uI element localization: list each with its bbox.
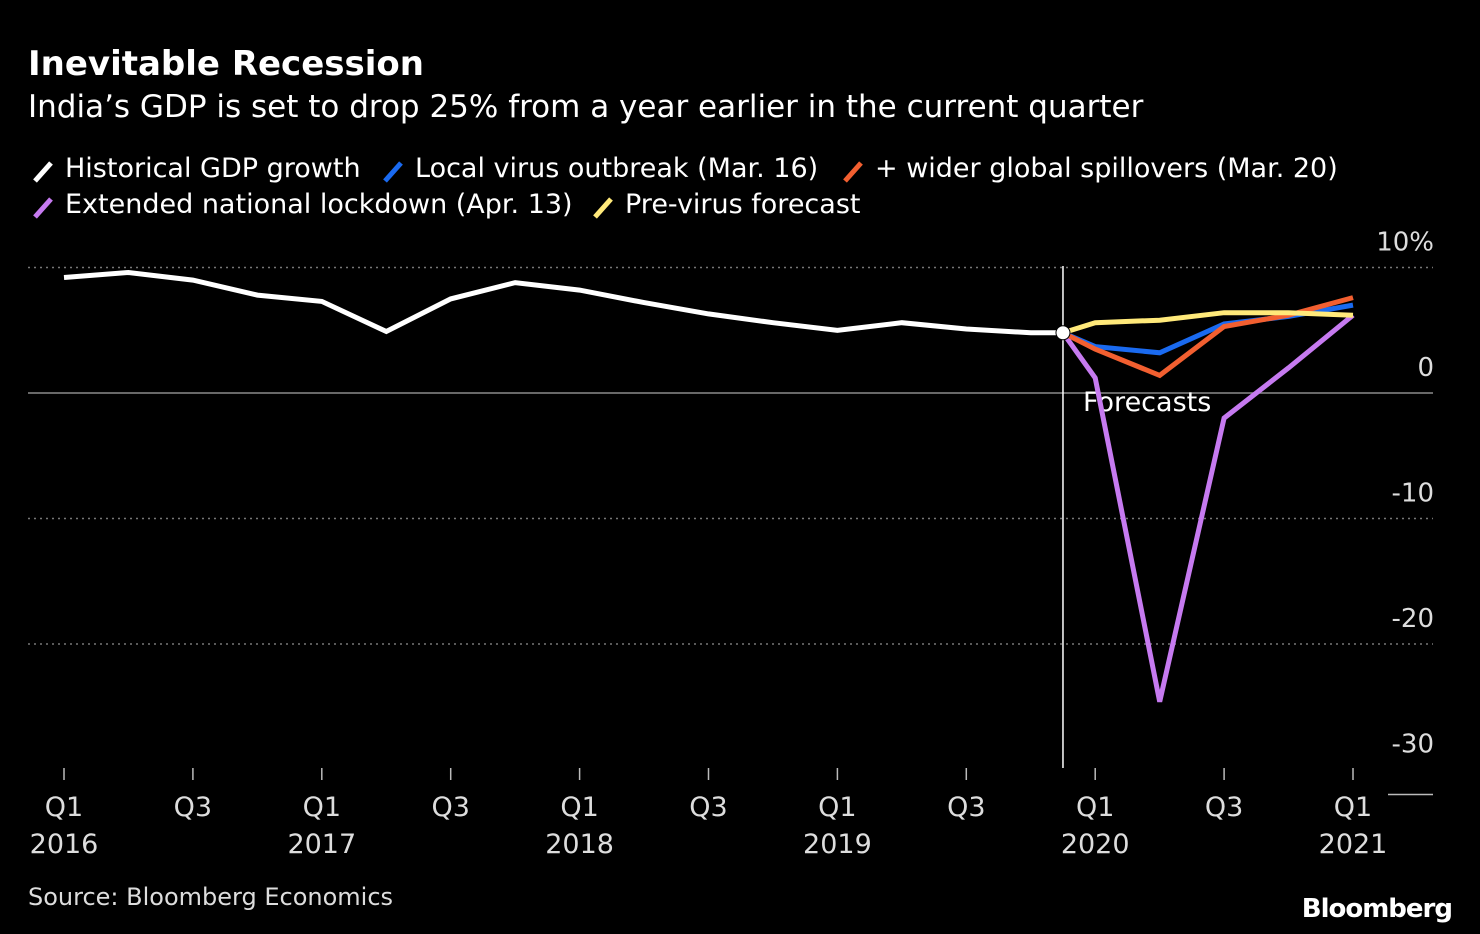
x-tick-label: Q3 xyxy=(947,792,985,823)
legend-swatch-2 xyxy=(843,161,863,183)
x-tick-year: 2020 xyxy=(1061,829,1130,860)
gridlines xyxy=(28,266,1433,796)
forecast-start-point xyxy=(1055,325,1071,341)
y-tick-label: 0 xyxy=(1417,353,1434,383)
source-note: Source: Bloomberg Economics xyxy=(28,883,393,911)
x-tick-label: Q3 xyxy=(431,792,469,823)
legend-swatch-4 xyxy=(593,197,613,219)
x-tick-label: Q1 xyxy=(303,792,341,823)
y-tick-label: -30 xyxy=(1392,730,1434,760)
x-tick-label: Q3 xyxy=(1205,792,1243,823)
legend-swatch-3 xyxy=(33,197,53,219)
chart-subtitle: India’s GDP is set to drop 25% from a ye… xyxy=(28,89,1144,125)
series-line-0 xyxy=(63,269,1063,336)
x-axis: Q1 2016 Q3 Q1 2017 Q3 Q1 2018 Q3 Q1 2019 Q3 Q1 2020 Q3… xyxy=(30,768,1388,860)
legend: Historical GDP growth Local virus outbrea… xyxy=(33,153,1338,220)
x-tick-year: 2021 xyxy=(1319,829,1388,860)
x-tick-label: Q3 xyxy=(689,792,727,823)
legend-swatch-0 xyxy=(33,161,53,183)
series-line-2 xyxy=(1061,295,1354,379)
series-lines xyxy=(63,269,1355,703)
legend-label-3: Extended national lockdown (Apr. 13) xyxy=(65,189,573,220)
legend-label-1: Local virus outbreak (Mar. 16) xyxy=(415,153,818,184)
legend-label-2: + wider global spillovers (Mar. 20) xyxy=(875,153,1338,184)
brand-logo: Bloomberg xyxy=(1302,894,1452,924)
y-tick-label: -20 xyxy=(1392,604,1434,634)
y-tick-label: -10 xyxy=(1392,479,1434,509)
x-tick-year: 2016 xyxy=(30,829,99,860)
legend-label-4: Pre-virus forecast xyxy=(625,189,860,220)
x-tick-label: Q1 xyxy=(818,792,856,823)
x-tick-label: Q1 xyxy=(45,792,83,823)
x-tick-year: 2019 xyxy=(803,829,872,860)
x-tick-label: Q3 xyxy=(174,792,212,823)
legend-label-0: Historical GDP growth xyxy=(65,153,361,184)
x-tick-year: 2018 xyxy=(545,829,614,860)
y-axis-labels: 10% 0 -10 -20 -30 xyxy=(1376,228,1434,760)
x-tick-label: Q1 xyxy=(560,792,598,823)
x-tick-label: Q1 xyxy=(1076,792,1114,823)
y-tick-label: 10% xyxy=(1376,228,1434,258)
x-tick-label: Q1 xyxy=(1334,792,1372,823)
series-line-4 xyxy=(1062,310,1354,336)
legend-swatch-1 xyxy=(383,161,403,183)
x-tick-year: 2017 xyxy=(287,829,356,860)
chart-title: Inevitable Recession xyxy=(28,44,424,84)
series-line-3 xyxy=(1060,313,1355,703)
